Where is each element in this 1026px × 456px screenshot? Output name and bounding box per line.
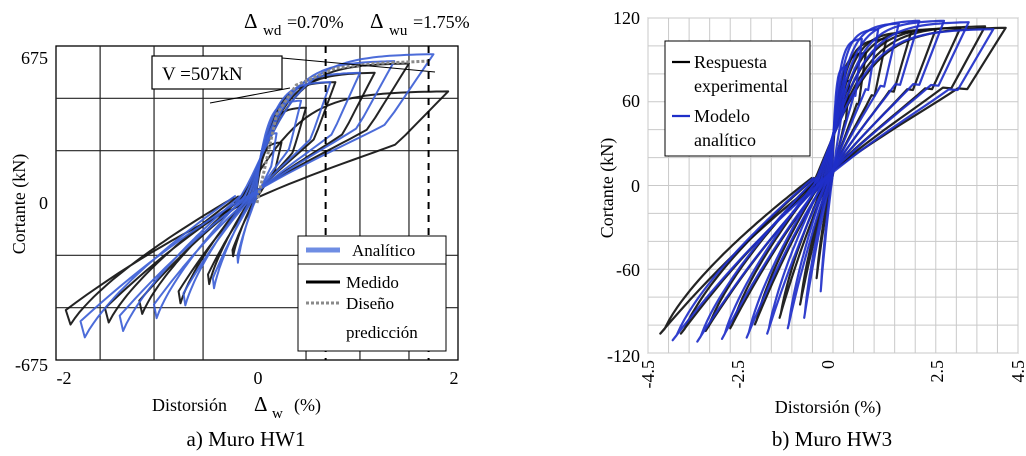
a-ylabel: Cortante (kN) — [9, 154, 30, 254]
b-legend-box — [664, 40, 811, 157]
b-legend-exp-1: Respuesta — [694, 52, 767, 72]
a-series1-loop — [79, 53, 435, 339]
a-xlabel: Distorsión Δ w (%) — [152, 392, 321, 422]
delta-wd-value: =0.70% — [287, 12, 344, 32]
b-series1-loop — [696, 21, 970, 343]
b-xtick-neg4.5: -4.5 — [638, 360, 658, 389]
design-prediction-line — [255, 59, 429, 204]
chart-hw1: V =507kN Δ wd =0.70% Δ wu =1.75% 675 0 -… — [9, 9, 470, 451]
b-ytick-120: 120 — [613, 8, 640, 28]
chart-a-design-curve — [255, 59, 429, 204]
delta-wd-sub: wd — [263, 23, 282, 39]
b-xtick-2.5: 2.5 — [927, 360, 947, 383]
delta-wu-sub: wu — [389, 23, 408, 39]
chart-b-curves — [659, 19, 1007, 343]
b-ylabel: Cortante (kN) — [597, 138, 618, 238]
a-ytick-0: 0 — [39, 193, 48, 213]
a-xtick-neg2: -2 — [57, 368, 72, 388]
b-series1-loop — [671, 28, 995, 342]
callout-line-top — [281, 57, 436, 73]
b-legend-model-1: Modelo — [694, 106, 750, 126]
a-ytick-675: 675 — [21, 48, 48, 68]
b-ytick-neg120: -120 — [607, 346, 640, 366]
delta-wd-symbol: Δ — [244, 9, 258, 33]
callout-box — [151, 55, 283, 90]
b-xlabel: Distorsión (%) — [775, 397, 882, 418]
a-legend-diseno: Diseño — [346, 294, 394, 313]
chart-hw3: 120 60 0 -60 -120 -4.5 -2.5 0 2.5 4.5 Co… — [597, 8, 1026, 451]
a-xlabel-sub: w — [272, 406, 283, 422]
a-xlabel-symbol: Δ — [254, 392, 268, 416]
b-ytick-neg60: -60 — [616, 260, 640, 280]
b-xtick-0: 0 — [818, 360, 838, 369]
caption-b: b) Muro HW3 — [772, 427, 892, 451]
a-legend: Analítico Medido Diseño predicción — [297, 235, 447, 352]
a-legend-prediccion: predicción — [346, 323, 418, 342]
b-legend-model-2: analítico — [694, 130, 756, 150]
delta-wd-label: Δ wd =0.70% — [244, 9, 344, 39]
a-xlabel-unit: (%) — [294, 395, 321, 416]
b-legend: Respuesta experimental Modelo analítico — [664, 40, 811, 157]
a-xtick-0: 0 — [254, 368, 263, 388]
delta-wu-value: =1.75% — [413, 12, 470, 32]
a-legend-analitico: Analítico — [352, 241, 415, 260]
v-callout-text: V =507kN — [162, 64, 243, 85]
b-ytick-60: 60 — [622, 91, 640, 111]
caption-a: a) Muro HW1 — [187, 427, 306, 451]
b-legend-exp-2: experimental — [694, 76, 788, 96]
a-legend-medido: Medido — [346, 273, 399, 292]
a-xtick-2: 2 — [450, 368, 459, 388]
b-ytick-0: 0 — [631, 176, 640, 196]
a-xlabel-main: Distorsión — [152, 395, 227, 415]
b-xtick-neg2.5: -2.5 — [728, 360, 748, 389]
a-ytick-neg675: -675 — [15, 355, 48, 375]
delta-wu-label: Δ wu =1.75% — [370, 9, 470, 39]
b-xtick-4.5: 4.5 — [1008, 360, 1026, 383]
callout-line-bottom — [209, 87, 291, 104]
delta-wu-symbol: Δ — [370, 9, 384, 33]
v-callout: V =507kN — [151, 55, 436, 104]
